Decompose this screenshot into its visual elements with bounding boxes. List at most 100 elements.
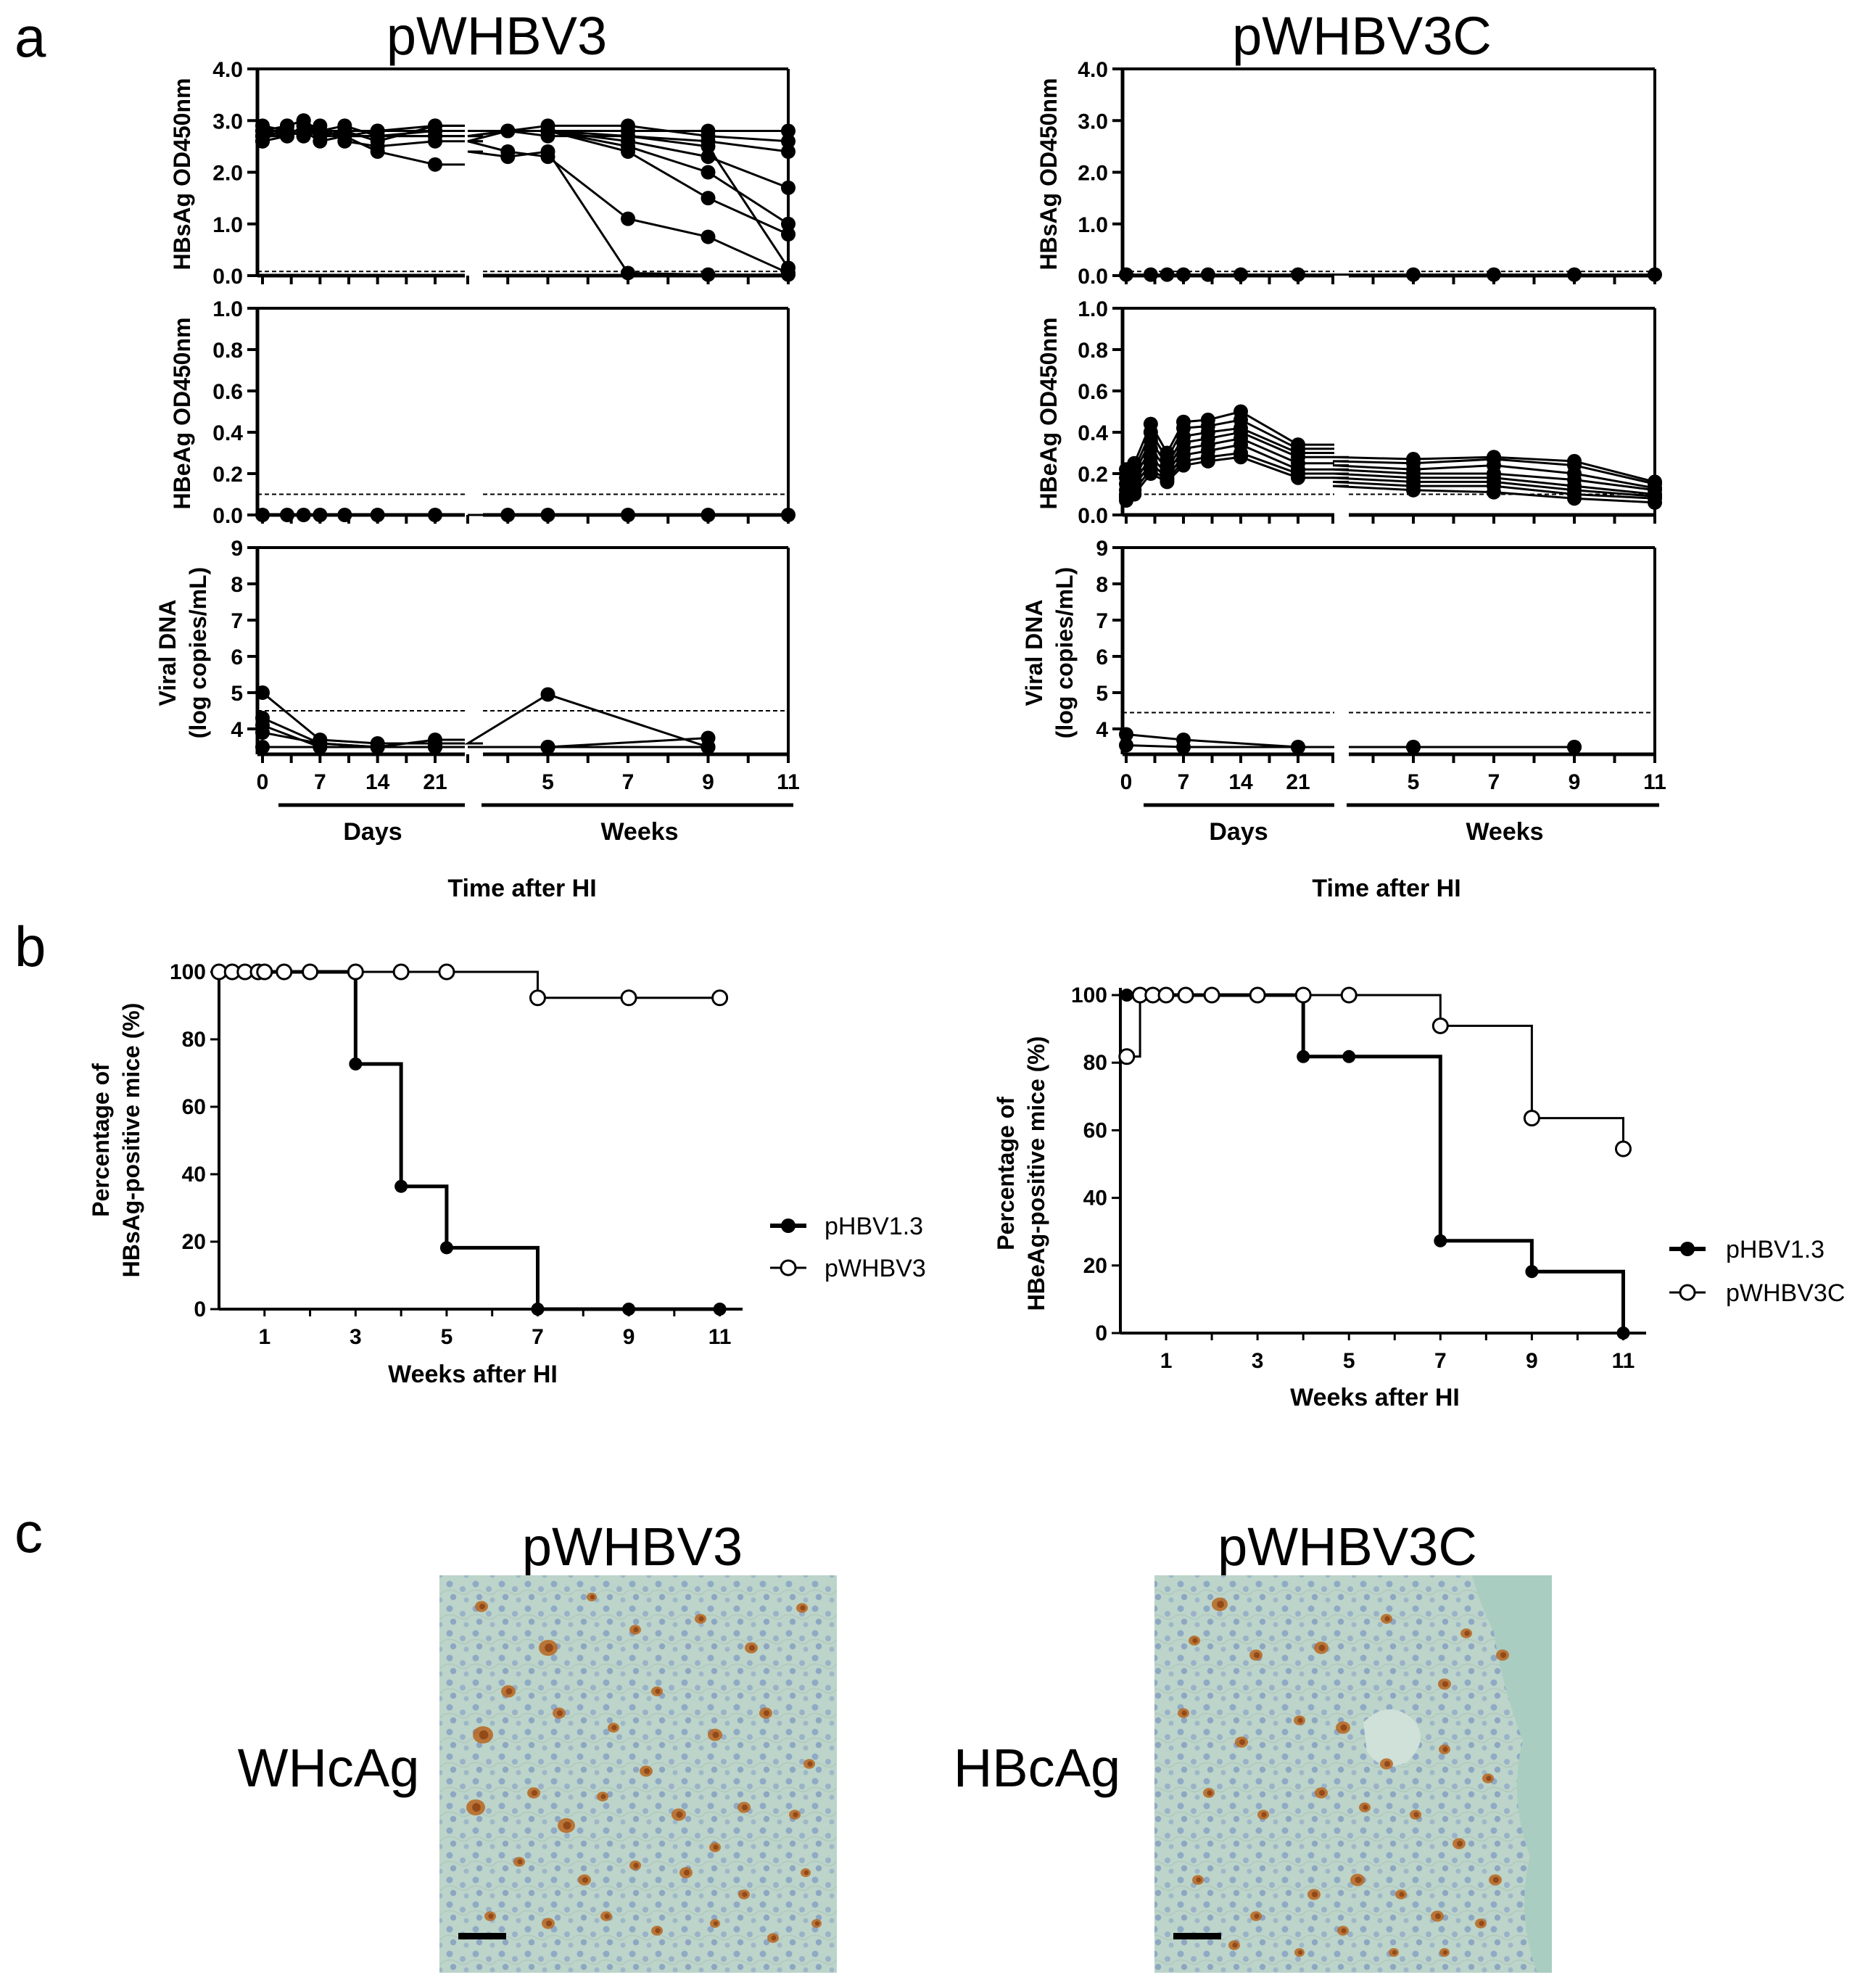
legend-b-left-marker-filled bbox=[781, 1218, 796, 1233]
stained-nucleus bbox=[800, 1605, 806, 1611]
days-label-right: Days bbox=[1209, 818, 1268, 846]
stained-nucleus bbox=[1341, 1928, 1347, 1934]
a_left_hbsag-series-5-point bbox=[781, 227, 796, 242]
a_left_dna-xtick-label: 14 bbox=[365, 770, 390, 794]
b_right-xtick-label: 9 bbox=[1526, 1349, 1538, 1373]
a_right_hbsag-ytick-label: 1.0 bbox=[1078, 213, 1108, 237]
b_right-series-1-point bbox=[1157, 986, 1175, 1004]
a_left_hbsag-series-6-point bbox=[313, 133, 328, 149]
b_left-series-0-point bbox=[622, 1303, 636, 1316]
a_right_hbeag-series-7-point bbox=[1234, 450, 1248, 465]
b_left-series-1-point bbox=[711, 989, 729, 1007]
ihc-row-label-whcag: WHcAg bbox=[238, 1738, 420, 1798]
a_left_hbeag-ytick-label: 0.4 bbox=[212, 421, 243, 445]
a_right_dna-series-1-point bbox=[1176, 740, 1191, 754]
a_right_hbeag-series-7-point bbox=[1143, 466, 1158, 481]
a_right_dna-ytick-label: 5 bbox=[1096, 682, 1108, 706]
b_left-series-0-point bbox=[394, 1179, 408, 1193]
a_right_hbsag-series-0-point bbox=[1487, 267, 1501, 282]
ihc-vein-lumen bbox=[1363, 1709, 1421, 1766]
a_right_dna-ytick-label: 8 bbox=[1096, 573, 1108, 597]
b_left-series-1-point bbox=[620, 989, 637, 1007]
a_left_hbsag-series-8-point bbox=[540, 144, 555, 159]
column-title-pwhbv3: pWHBV3 bbox=[387, 6, 607, 66]
a_left_hbsag-series-4-point bbox=[701, 165, 716, 180]
a_right_hbsag-series-0-point bbox=[1648, 267, 1662, 282]
b_right-ytick-label: 0 bbox=[1095, 1321, 1107, 1345]
a_left_dna-ytick-label: 4 bbox=[231, 718, 243, 742]
stained-nucleus bbox=[1318, 1644, 1326, 1651]
b_right-series-1-point bbox=[1118, 1048, 1136, 1065]
stained-nucleus bbox=[748, 1644, 756, 1651]
a_left_hbsag-series-8-point bbox=[781, 267, 796, 282]
a_right_hbsag-series-0-point bbox=[1160, 267, 1175, 282]
b_left-ytick-label: 100 bbox=[170, 960, 206, 984]
panel-letter-b: b bbox=[15, 915, 46, 978]
b_right-ytick-label: 100 bbox=[1071, 983, 1107, 1007]
stained-nucleus bbox=[1355, 1876, 1362, 1884]
a_right_dna-series-0-point bbox=[1119, 727, 1133, 742]
a_right_hbeag-series-6-weeks-line bbox=[1332, 480, 1656, 500]
stained-nucleus bbox=[633, 1627, 639, 1633]
a_left_hbeag-series-0-point bbox=[701, 508, 716, 522]
a_left_hbsag-ytick-label: 3.0 bbox=[212, 110, 243, 133]
a_left_dna-xtick-label: 7 bbox=[314, 770, 326, 794]
a_left_dna-series-0-point bbox=[255, 685, 270, 700]
b_right-series-0-point bbox=[1120, 989, 1133, 1002]
a_left_hbsag-series-8-point bbox=[701, 267, 716, 282]
a_left_hbeag-series-0-point bbox=[500, 508, 516, 522]
a_right_hbeag-ytick-label: 0.0 bbox=[1078, 504, 1108, 528]
a_right_hbeag-series-7-weeks-line bbox=[1332, 484, 1656, 504]
weeks-label-left: Weeks bbox=[600, 818, 678, 846]
stained-nucleus bbox=[1196, 1877, 1202, 1883]
stained-nucleus bbox=[582, 1876, 589, 1884]
a_left_hbeag-ytick-label: 0.6 bbox=[212, 380, 243, 404]
a_left_hbsag-series-7-point bbox=[701, 229, 716, 244]
a_right_hbeag-series-7-point bbox=[1487, 484, 1501, 500]
stained-nucleus bbox=[712, 1731, 719, 1739]
stained-nucleus bbox=[814, 1921, 820, 1926]
a_left_hbsag-series-1-point bbox=[781, 133, 796, 149]
ihc-title-pwhbv3c: pWHBV3C bbox=[1218, 1517, 1477, 1577]
legend-b-left-marker-open bbox=[780, 1259, 797, 1276]
a_right_hbsag-series-0-point bbox=[1119, 267, 1133, 282]
stained-nucleus bbox=[1363, 1805, 1368, 1810]
panel-letter-a: a bbox=[15, 5, 46, 69]
stained-nucleus bbox=[1253, 1651, 1260, 1659]
b_left-xtick-label: 1 bbox=[258, 1325, 270, 1349]
a_left_dna-xtick-label: 21 bbox=[423, 770, 447, 794]
a_left_dna-series-3-point bbox=[255, 725, 270, 740]
a_right_dna-xtick-label: 0 bbox=[1120, 770, 1133, 794]
stained-nucleus bbox=[1192, 1638, 1198, 1643]
a_left_hbeag-ytick-label: 0.8 bbox=[212, 339, 243, 363]
ihc-image-whcag-bg bbox=[439, 1575, 837, 1973]
ihc-stains-whcag bbox=[466, 1593, 822, 1943]
stained-nucleus bbox=[793, 1812, 798, 1818]
stained-nucleus bbox=[1181, 1710, 1187, 1716]
a_left_hbsag-series-6-point bbox=[701, 139, 716, 154]
ihc-image-hbcag-bg bbox=[1154, 1575, 1552, 1973]
chart-a-left-hbeag: 0.0 0.2 0.4 0.6 0.8 1.0 bbox=[212, 297, 796, 528]
a_left_hbsag-series-7-point bbox=[428, 157, 442, 172]
b-left-ylabel-line1: Percentage of bbox=[88, 1063, 114, 1217]
chart-b-right: 0 20 40 60 80 100 1 3 5 7 9 11 bbox=[1071, 983, 1646, 1373]
stained-nucleus bbox=[479, 1730, 489, 1740]
a_left_dna-series-4-point bbox=[255, 740, 270, 754]
a_left_hbsag-ytick-label: 0.0 bbox=[212, 265, 243, 289]
legend-b-right-marker-filled bbox=[1680, 1242, 1695, 1256]
b_left-ytick-label: 0 bbox=[194, 1298, 206, 1321]
legend-b-left: pHBV1.3 pWHBV3 bbox=[770, 1213, 926, 1282]
legend-b-left-label-2: pWHBV3 bbox=[825, 1255, 926, 1282]
a_left_hbsag-series-8-point bbox=[280, 128, 294, 144]
stained-nucleus bbox=[479, 1603, 486, 1610]
b-right-ylabel-line2: HBeAg-positive mice (%) bbox=[1023, 1036, 1049, 1311]
stained-nucleus bbox=[472, 1803, 481, 1812]
stained-nucleus bbox=[713, 1844, 719, 1850]
stained-nucleus bbox=[741, 1804, 748, 1811]
b_right-series-1-point bbox=[1203, 986, 1220, 1004]
stained-nucleus bbox=[1413, 1812, 1419, 1818]
b-right-xlabel: Weeks after HI bbox=[1290, 1384, 1460, 1411]
time-xlabel-left: Time after HI bbox=[447, 875, 596, 902]
stained-nucleus bbox=[545, 1643, 553, 1652]
a_right_hbsag-series-0-point bbox=[1200, 267, 1215, 282]
